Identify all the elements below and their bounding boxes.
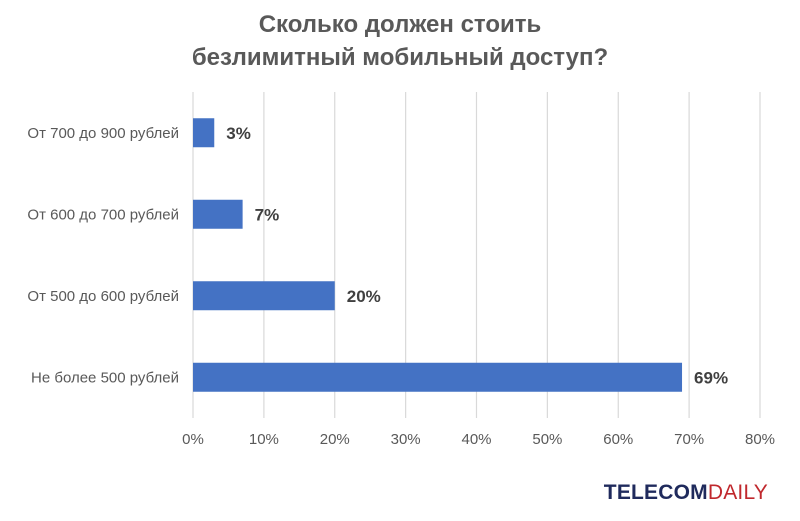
bar (193, 118, 215, 148)
x-tick-label: 20% (320, 431, 350, 448)
x-tick-label: 40% (461, 431, 491, 448)
bar (193, 281, 335, 311)
data-label: 7% (255, 205, 280, 224)
bar (193, 199, 243, 229)
x-tick-label: 50% (532, 431, 562, 448)
data-label: 69% (694, 368, 728, 387)
brand-logo-part-1: TELECOM (603, 481, 708, 504)
chart-title: Сколько должен стоить безлимитный мобиль… (0, 8, 800, 74)
chart-title-line-1: Сколько должен стоить (258, 11, 542, 38)
data-label: 20% (347, 287, 381, 306)
data-label: 3% (226, 124, 251, 143)
category-label: От 600 до 700 рублей (27, 206, 179, 223)
x-tick-label: 0% (182, 431, 204, 448)
bar (193, 362, 683, 392)
chart-title-line-2: безлимитный мобильный доступ? (191, 44, 609, 71)
x-tick-label: 70% (674, 431, 704, 448)
category-label: От 700 до 900 рублей (27, 125, 179, 142)
category-label: Не более 500 рублей (31, 369, 179, 386)
x-tick-label: 80% (745, 431, 775, 448)
x-tick-label: 60% (603, 431, 633, 448)
x-tick-label: 30% (391, 431, 421, 448)
brand-logo-part-2: DAILY (707, 481, 768, 504)
telecom-daily-logo: TELECOMDAILY (604, 481, 768, 505)
x-tick-label: 10% (249, 431, 279, 448)
category-label: От 500 до 600 рублей (27, 288, 179, 305)
